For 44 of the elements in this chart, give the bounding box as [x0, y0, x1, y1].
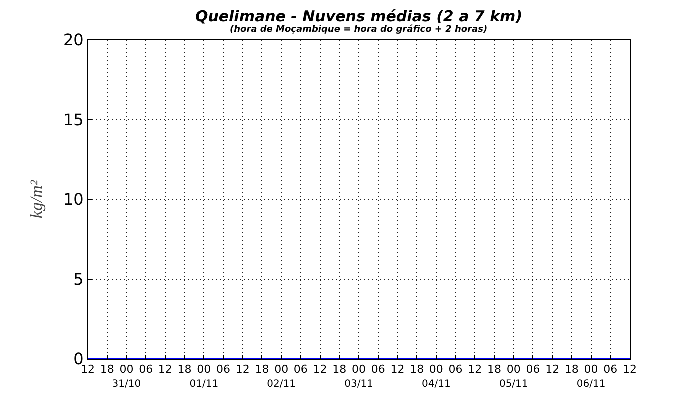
x2-tick-label: 31/10	[112, 379, 142, 390]
x-tick-label: 06	[294, 363, 308, 376]
y-tick-label: 10	[63, 190, 84, 210]
chart-subtitle: (hora de Moçambique = hora do gráfico + 2 horas)	[230, 24, 488, 35]
x-tick-label: 00	[584, 363, 598, 376]
y-tick-label: 15	[63, 110, 84, 130]
x-tick-label: 00	[274, 363, 289, 376]
x-tick-label: 06	[448, 363, 463, 376]
x-tick-label: 12	[546, 363, 560, 376]
x2-tick-label: 06/11	[576, 379, 606, 390]
x-tick-label: 00	[429, 363, 444, 376]
x2-tick-label: 04/11	[422, 379, 451, 390]
x-tick-label: 06	[526, 363, 540, 376]
x2-tick-label: 02/11	[267, 379, 296, 390]
x-tick-label: 12	[623, 363, 637, 376]
chart-title: Quelimane - Nuvens médias (2 a 7 km)	[195, 7, 523, 26]
x-tick-label: 12	[390, 363, 405, 376]
x-tick-label: 18	[178, 363, 192, 376]
x2-tick-label: 05/11	[499, 379, 528, 390]
x-tick-label: 12	[81, 363, 95, 376]
x-tick-label: 00	[120, 363, 134, 376]
x2-tick-label: 03/11	[344, 379, 374, 390]
x-tick-label: 06	[139, 363, 154, 376]
x2-tick-label: 01/11	[190, 379, 219, 390]
x-tick-label: 00	[352, 363, 366, 376]
x-tick-label: 18	[332, 363, 347, 376]
x-tick-label: 12	[468, 363, 482, 376]
x-tick-label: 06	[371, 363, 386, 376]
x-tick-label: 06	[604, 363, 618, 376]
x-tick-label: 12	[313, 363, 328, 376]
y-tick-label: 0	[74, 350, 84, 369]
x-tick-label: 00	[197, 363, 212, 376]
x-tick-label: 06	[216, 363, 230, 376]
y-axis-title: kg/m²	[26, 180, 46, 219]
x-tick-label: 18	[488, 363, 502, 376]
y-tick-label: 5	[74, 270, 84, 289]
x-tick-label: 18	[410, 363, 424, 376]
x-tick-label: 12	[158, 363, 172, 376]
x-tick-label: 18	[564, 363, 579, 376]
y-tick-label: 20	[63, 30, 84, 50]
x-tick-label: 18	[100, 363, 114, 376]
x-tick-label: 12	[236, 363, 250, 376]
x-tick-label: 18	[255, 363, 270, 376]
x-tick-label: 00	[506, 363, 521, 376]
